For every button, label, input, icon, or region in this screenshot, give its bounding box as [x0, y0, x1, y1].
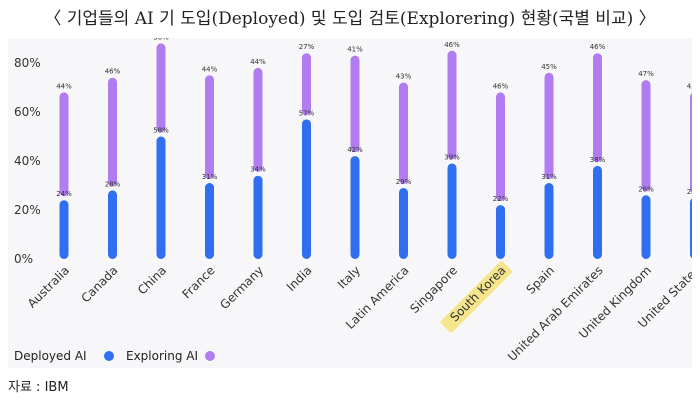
exploring-bar [253, 67, 263, 172]
exploring-data-label: 36% [153, 38, 169, 41]
deployed-data-label: 38% [590, 156, 606, 164]
exploring-data-label: 46% [444, 41, 460, 49]
deployed-bar [59, 200, 69, 259]
source-note: 자료 : IBM [8, 380, 69, 395]
y-tick-label: 80% [14, 56, 41, 70]
exploring-bar [544, 72, 554, 180]
chart-svg: 0% 20% 40% 60% 80% 24% 44% Australia 28% 46% Canad… [14, 33, 700, 364]
exploring-data-label: 44% [56, 82, 72, 90]
x-tick-label: Australia [25, 263, 72, 310]
deployed-bar [205, 183, 214, 259]
deployed-bar [690, 197, 699, 259]
deployed-data-label: 39% [444, 153, 460, 161]
deployed-bar [496, 205, 505, 259]
legend-deployed-swatch [104, 351, 114, 361]
highlight-box [440, 261, 513, 333]
chart-title: 〈 기업들의 AI 기 도입(Deployed) 및 도입 검토(Explore… [44, 9, 656, 29]
exploring-bar [690, 92, 699, 194]
deployed-data-label: 57% [299, 109, 315, 117]
exploring-bar [302, 53, 311, 116]
exploring-bar [496, 92, 505, 202]
exploring-bar [399, 82, 408, 184]
exploring-data-label: 46% [105, 68, 121, 76]
deployed-bar [447, 163, 457, 259]
deployed-bar [641, 195, 651, 259]
deployed-data-label: 24% [56, 190, 72, 198]
exploring-bar [593, 53, 602, 162]
exploring-data-label: 47% [638, 70, 654, 78]
chart-panel: 0% 20% 40% 60% 80% 24% 44% Australia 28% 46% Canad… [8, 33, 700, 368]
deployed-data-label: 29% [396, 178, 412, 186]
deployed-bar [108, 190, 117, 259]
deployed-bar [156, 136, 166, 259]
x-tick-label: Canada [78, 263, 120, 305]
exploring-bar [205, 75, 214, 180]
deployed-data-label: 42% [347, 146, 363, 154]
y-tick-label: 40% [14, 154, 41, 168]
deployed-bar [350, 156, 360, 259]
x-tick-label: Spain [524, 263, 558, 297]
exploring-data-label: 41% [347, 46, 363, 54]
exploring-data-label: 46% [590, 43, 606, 51]
exploring-data-label: 45% [541, 63, 557, 71]
exploring-bar [641, 80, 651, 192]
deployed-bar [593, 165, 602, 259]
deployed-bar [302, 119, 311, 259]
x-tick-label: China [135, 263, 169, 297]
x-tick-label: Singapore [407, 263, 460, 316]
x-tick-label: Germany [217, 263, 266, 312]
deployed-data-label: 22% [493, 195, 509, 203]
exploring-data-label: 46% [493, 82, 509, 90]
exploring-data-label: 43% [687, 82, 692, 90]
exploring-bar [350, 55, 360, 153]
x-tick-label: Italy [335, 263, 363, 291]
exploring-bar [59, 92, 69, 197]
x-tick-label: France [180, 263, 218, 301]
exploring-data-label: 27% [299, 43, 315, 51]
deployed-data-label: 25% [687, 188, 692, 196]
deployed-data-label: 31% [202, 173, 218, 181]
y-tick-label: 60% [14, 105, 41, 119]
deployed-data-label: 34% [250, 166, 266, 174]
deployed-bar [399, 187, 408, 259]
y-tick-label: 0% [14, 252, 33, 266]
y-tick-label: 20% [14, 203, 41, 217]
deployed-data-label: 58% [153, 127, 169, 135]
deployed-bar [544, 183, 554, 259]
deployed-bar [253, 175, 263, 259]
exploring-bar [447, 50, 457, 160]
exploring-data-label: 44% [202, 65, 218, 73]
exploring-bar [108, 77, 117, 187]
deployed-data-label: 26% [638, 185, 654, 193]
x-tick-label: India [284, 263, 315, 294]
deployed-data-label: 31% [541, 173, 557, 181]
legend-exploring-label: Exploring AI [126, 349, 198, 363]
legend-exploring-swatch [205, 351, 215, 361]
x-tick-label: United Arab Emirates [505, 263, 606, 364]
exploring-data-label: 44% [250, 58, 266, 66]
exploring-bar [156, 43, 166, 133]
exploring-data-label: 43% [396, 73, 412, 81]
legend-deployed-label: Deployed AI [14, 349, 87, 363]
deployed-data-label: 28% [105, 180, 121, 188]
